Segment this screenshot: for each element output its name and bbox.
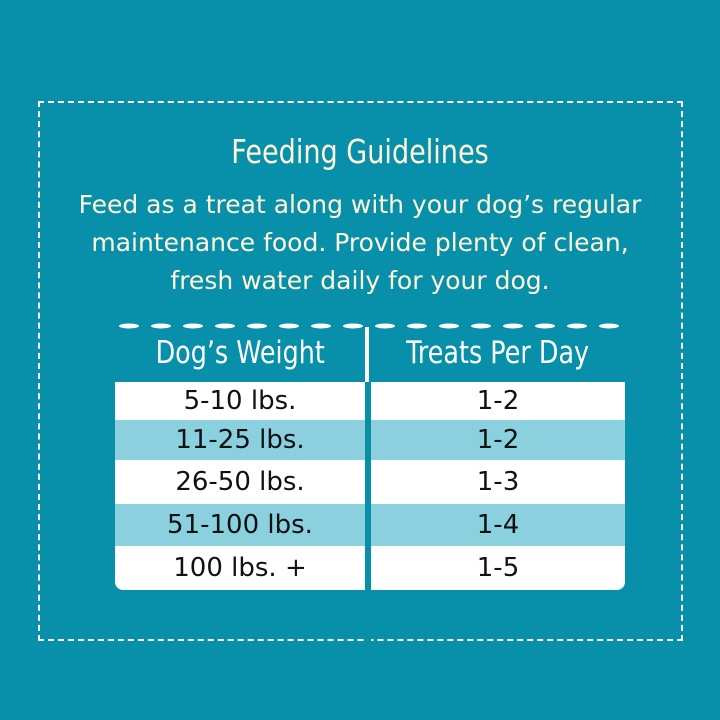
scallop-top-edge xyxy=(119,323,619,329)
weight-cell: 5-10 lbs. xyxy=(183,386,297,416)
treats-cell: 1-2 xyxy=(476,425,520,455)
treats-cell: 1-4 xyxy=(476,510,520,540)
column-divider xyxy=(365,382,371,647)
weight-cell: 26-50 lbs. xyxy=(175,467,305,497)
treats-cell: 1-3 xyxy=(476,467,520,497)
description-line-2: maintenance food. Provide plenty of clea… xyxy=(91,228,629,257)
weight-cell: 100 lbs. + xyxy=(173,553,307,583)
treats-cell: 1-2 xyxy=(476,386,520,416)
page-title: Feeding Guidelines xyxy=(231,132,489,171)
description-line-3: fresh water daily for your dog. xyxy=(170,266,550,295)
weight-cell: 11-25 lbs. xyxy=(175,425,305,455)
treats-cell: 1-5 xyxy=(476,553,520,583)
header-dogs-weight: Dog’s Weight xyxy=(155,335,325,371)
header-treats-per-day: Treats Per Day xyxy=(406,335,590,371)
dashed-border-frame xyxy=(38,101,683,641)
feeding-description: Feed as a treat along with your dog’s re… xyxy=(0,186,720,300)
header-divider xyxy=(365,327,369,382)
description-line-1: Feed as a treat along with your dog’s re… xyxy=(78,190,642,219)
weight-cell: 51-100 lbs. xyxy=(167,510,313,540)
